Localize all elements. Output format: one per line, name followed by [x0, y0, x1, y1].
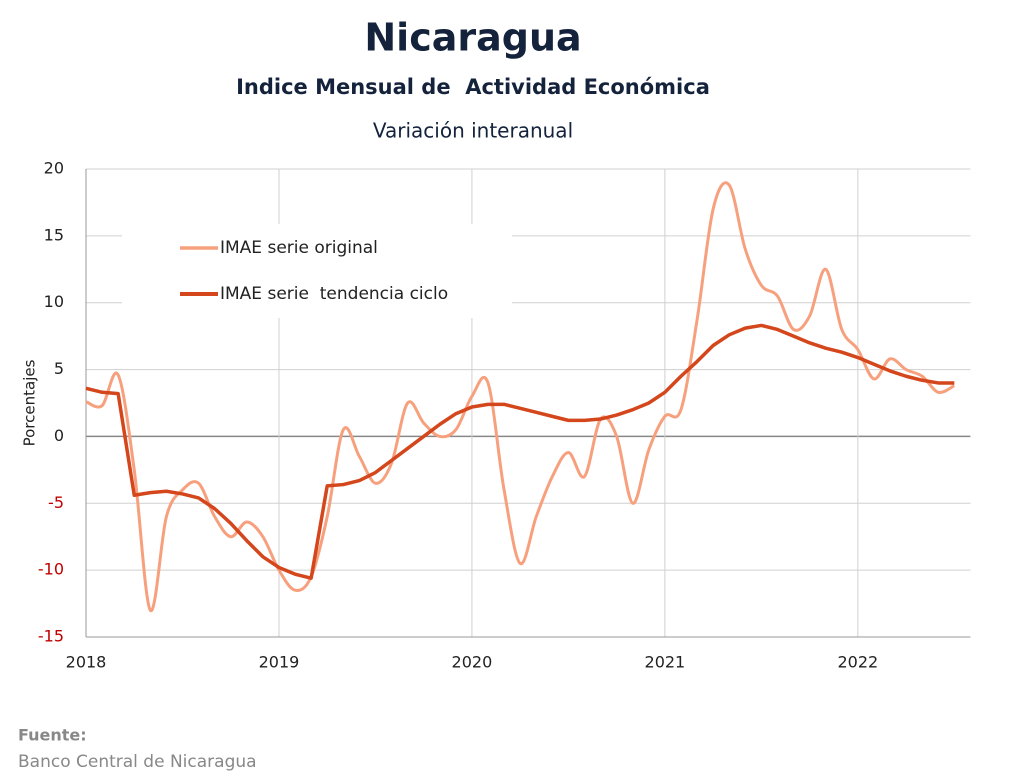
- series-line: [85, 323, 955, 580]
- x-tick-label: 2018: [66, 653, 107, 672]
- legend-label: IMAE serie original: [220, 238, 378, 258]
- y-tick-label: 20: [44, 159, 64, 178]
- y-tick-label: -5: [48, 493, 64, 512]
- x-tick-label: 2019: [259, 653, 300, 672]
- x-tick-label: 2021: [645, 653, 686, 672]
- y-axis-label: Porcentajes: [21, 359, 39, 446]
- x-tick-label: 2022: [837, 653, 878, 672]
- x-tick-label: 2020: [452, 653, 493, 672]
- y-tick-label: 10: [44, 292, 64, 311]
- chart-subtitle: Indice Mensual de Actividad Económica: [236, 75, 710, 99]
- series-line: [85, 181, 956, 612]
- y-tick-label: 5: [54, 359, 64, 378]
- y-tick-label: 15: [44, 225, 64, 244]
- chart-title: Nicaragua: [364, 16, 581, 60]
- y-tick-label: -10: [38, 560, 64, 579]
- source-label: Fuente:: [18, 726, 87, 745]
- chart-subtitle-2: Variación interanual: [373, 119, 573, 143]
- legend-box: [122, 224, 512, 318]
- y-tick-label: 0: [54, 426, 64, 445]
- source: Banco Central de Nicaragua: [18, 752, 257, 772]
- legend-label: IMAE serie tendencia ciclo: [220, 284, 448, 304]
- y-tick-label: -15: [38, 627, 64, 646]
